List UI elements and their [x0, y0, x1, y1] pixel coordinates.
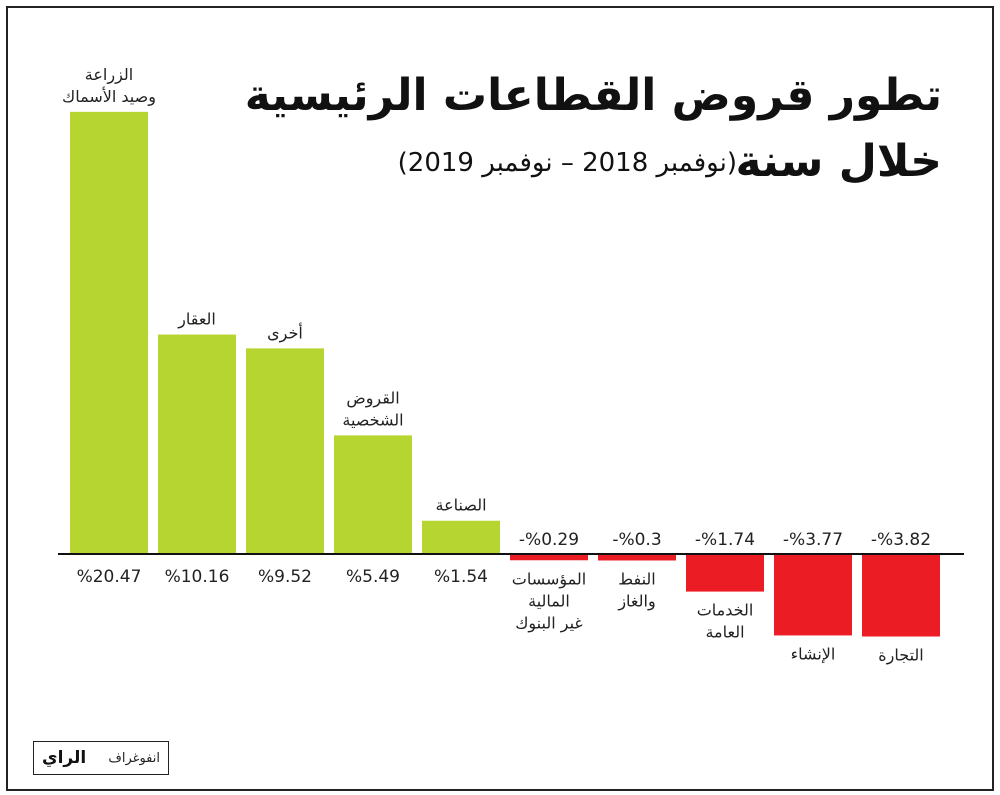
- bar-5: [422, 520, 500, 554]
- value-label-4: %5.49: [346, 567, 400, 587]
- category-label-8-2: العامة: [705, 623, 744, 642]
- category-label-3-1: أخرى: [267, 322, 303, 343]
- bar-4: [334, 435, 412, 554]
- category-label-6-2: المالية: [528, 591, 570, 610]
- brand-word: انفوغراف: [108, 750, 160, 766]
- value-label-1: %20.47: [77, 567, 142, 587]
- value-label-9: -%3.77: [783, 530, 843, 550]
- bar-6: [510, 554, 588, 561]
- bar-9: [774, 554, 852, 636]
- value-label-8: -%1.74: [695, 530, 755, 550]
- category-label-4-2: الشخصية: [342, 410, 403, 429]
- bar-7: [598, 554, 676, 561]
- category-label-5-1: الصناعة: [435, 496, 486, 515]
- value-label-6: -%0.29: [519, 530, 579, 550]
- infographic-frame: %20.47 الزراعة وصيد الأسماك %10.16 العقار %9.…: [6, 6, 994, 791]
- bar-10: [862, 554, 940, 637]
- value-label-3: %9.52: [258, 567, 312, 587]
- category-label-8-1: الخدمات: [697, 601, 754, 620]
- chart-subtitle: (نوفمبر 2018 – نوفمبر 2019): [397, 148, 737, 178]
- category-label-6-1: المؤسسات: [512, 569, 586, 589]
- chart-title-line-2: خلال سنة: [735, 136, 942, 187]
- value-label-5: %1.54: [434, 567, 488, 587]
- chart-title-line-1: تطور قروض القطاعات الرئيسية: [244, 70, 942, 121]
- category-label-6-3: غير البنوك: [515, 613, 583, 633]
- bar-2: [158, 334, 236, 554]
- category-label-2-1: العقار: [177, 310, 216, 330]
- bar-8: [686, 554, 764, 592]
- category-label-1-2: وصيد الأسماك: [62, 86, 156, 107]
- value-label-10: -%3.82: [871, 530, 931, 550]
- category-label-4-1: القروض: [346, 388, 399, 408]
- value-label-2: %10.16: [165, 567, 230, 587]
- category-label-10-1: التجارة: [878, 646, 923, 666]
- category-label-1-1: الزراعة: [85, 65, 133, 85]
- value-label-7: -%0.3: [612, 530, 661, 550]
- bar-3: [246, 348, 324, 554]
- bar-1: [70, 111, 148, 555]
- category-label-9-1: الإنشاء: [791, 644, 836, 663]
- category-label-7-2: والغاز: [617, 591, 655, 611]
- brand-logo: انفوغراف الراي: [33, 741, 169, 775]
- brand-mark: الراي: [42, 748, 87, 768]
- category-label-7-1: النفط: [618, 569, 655, 588]
